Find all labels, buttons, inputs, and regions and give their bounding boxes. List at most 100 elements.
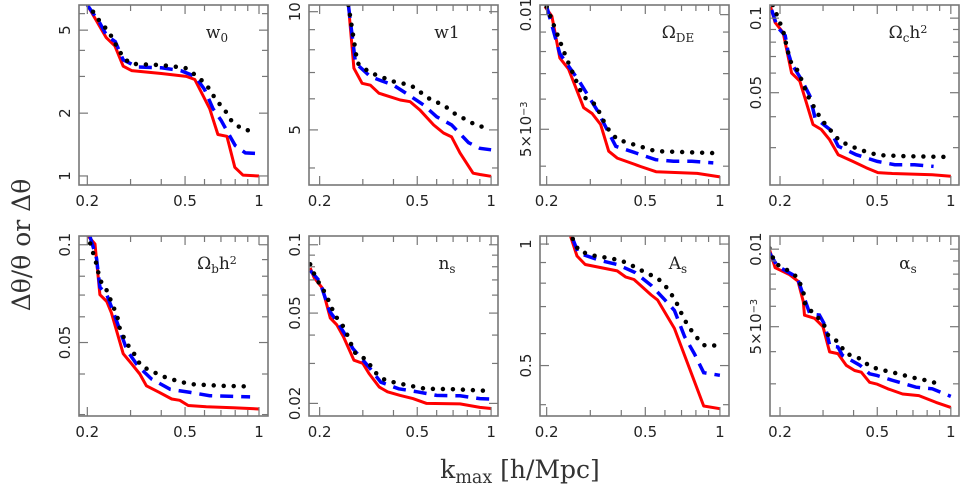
x-tick-label: 0.2: [768, 192, 792, 210]
panel-title: Ωch2: [889, 23, 928, 45]
x-tick-label: 0.5: [633, 423, 657, 441]
y-tick-label: 1: [517, 239, 535, 249]
text-segment: 0.02: [286, 387, 304, 420]
y-tick-label: 0.1: [56, 233, 74, 257]
text-segment: 0.5: [517, 354, 535, 378]
x-tick-label: 1: [486, 423, 496, 441]
superscript: 2: [920, 23, 927, 36]
y-tick-label: 0.1: [286, 233, 304, 257]
text-segment: 0.01: [517, 0, 535, 31]
y-tick-label: 0.05: [747, 76, 765, 109]
series-line-dotted: [770, 245, 942, 387]
series-line-dotted: [85, 236, 254, 389]
y-tick-label: 0.01: [517, 0, 535, 31]
series-line-dashed: [571, 238, 721, 378]
panel-7: 0.2 0.5 1 0.5 1 As: [517, 235, 730, 441]
text-segment: 0.01: [747, 232, 765, 265]
text-segment: 2: [56, 108, 74, 118]
y-tick-label: 0.1: [747, 6, 765, 30]
superscript: 2: [230, 254, 237, 267]
x-tick-label: 0.5: [173, 192, 197, 210]
series-group: [568, 236, 723, 411]
y-tick-label: 5: [286, 125, 304, 135]
panel-8: 0.2 0.5 1 5×10−3 0.01 αs: [747, 232, 960, 441]
text-segment: 0.1: [747, 6, 765, 30]
y-tick-label: 5: [56, 25, 74, 35]
x-tick-label: 1: [486, 192, 496, 210]
x-tick-label: 0.5: [633, 192, 657, 210]
panel-title: ns: [438, 254, 455, 276]
text-segment: n: [438, 254, 449, 274]
x-tick-label: 0.2: [768, 423, 792, 441]
text-segment: 0.1: [56, 233, 74, 257]
series-line-dashed: [346, 5, 492, 152]
series-line-dashed: [770, 251, 952, 399]
text-segment: w: [206, 23, 221, 43]
y-tick-label: 0.01: [747, 232, 765, 265]
panel-frame: [78, 235, 269, 417]
y-tick-label: 10: [286, 2, 304, 21]
panel-frame: [78, 4, 269, 186]
series-group: [770, 5, 954, 178]
panel-4: 0.2 0.5 1 0.05 0.1 Ωch2: [747, 4, 960, 210]
series-group: [309, 262, 494, 410]
panel-frame: [769, 235, 960, 417]
panel-frame: [308, 4, 499, 186]
text-segment: 10: [286, 2, 304, 21]
text-segment: 1: [56, 171, 74, 181]
y-tick-label: 5×10−3: [747, 299, 765, 355]
x-tick-label: 1: [715, 192, 725, 210]
series-line-solid: [543, 5, 721, 179]
y-tick-label: 2: [56, 108, 74, 118]
x-tick-label: 1: [254, 192, 264, 210]
text-segment: α: [899, 254, 911, 274]
x-tick-label: 0.2: [308, 192, 332, 210]
panel-title: w1: [434, 23, 459, 43]
panel-frame: [308, 235, 499, 417]
series-line-dashed: [88, 236, 251, 399]
text-segment: k: [440, 455, 456, 484]
y-axis-label: Δθ/θ or Δθ: [7, 179, 36, 312]
panel-title: αs: [899, 254, 917, 276]
y-tick-label: 0.05: [56, 326, 74, 359]
series-line-solid: [770, 6, 951, 178]
series-line-dashed: [85, 5, 260, 156]
panel-2: 0.2 0.5 1 5 10 w1: [286, 2, 499, 210]
text-segment: h: [219, 254, 230, 274]
text-segment: 5: [56, 25, 74, 35]
x-tick-label: 0.2: [75, 423, 99, 441]
series-group: [543, 5, 721, 179]
text-segment: 0.1: [286, 233, 304, 257]
subscript: 0: [220, 31, 228, 45]
text-segment: [h/Mpc]: [492, 455, 600, 484]
panel-title: ΩDE: [662, 23, 694, 45]
x-tick-label: 0.5: [865, 192, 889, 210]
text-segment: 5: [286, 125, 304, 135]
panel-5: 0.2 0.5 1 0.05 0.1 Ωbh2: [56, 233, 269, 441]
x-tick-label: 0.5: [405, 192, 429, 210]
y-tick-label: 1: [56, 171, 74, 181]
series-group: [346, 5, 494, 178]
series-line-dashed: [309, 269, 492, 401]
text-segment: w1: [434, 23, 459, 43]
text-segment: 0.05: [286, 296, 304, 329]
text-segment: Ω: [889, 23, 903, 43]
x-tick-label: 0.2: [535, 192, 559, 210]
panel-frame: [539, 235, 730, 417]
x-tick-label: 0.5: [173, 423, 197, 441]
subscript: max: [455, 468, 492, 488]
y-tick-label: 0.05: [286, 296, 304, 329]
series-group: [85, 236, 260, 411]
panel-title: w0: [206, 23, 228, 45]
subscript: b: [211, 262, 219, 276]
series-group: [770, 245, 952, 409]
x-tick-label: 1: [946, 192, 956, 210]
x-tick-label: 0.2: [535, 423, 559, 441]
subscript: s: [449, 262, 455, 276]
superscript: −3: [749, 299, 760, 313]
text-segment: 0.05: [747, 76, 765, 109]
subscript: s: [911, 262, 917, 276]
panel-frame: [539, 4, 730, 186]
text-segment: Ω: [662, 23, 676, 43]
